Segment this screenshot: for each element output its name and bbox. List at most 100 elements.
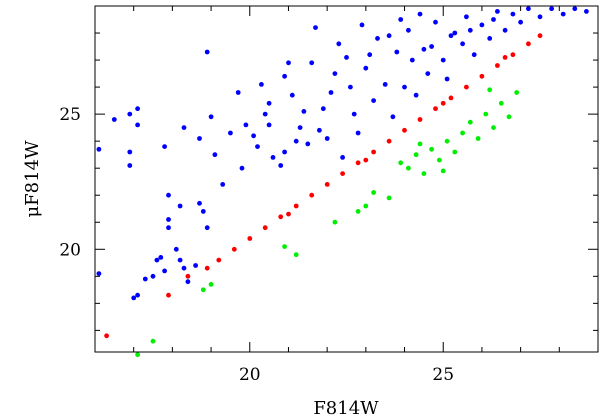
points-layer (96, 6, 589, 358)
data-point-s1-29 (502, 55, 508, 60)
data-point-s1-25 (537, 33, 543, 39)
data-point-s1-8 (278, 214, 284, 220)
data-point-s1-7 (262, 225, 268, 231)
data-point-s0-60 (394, 49, 400, 55)
y-tick-label: 20 (59, 240, 81, 260)
data-point-s0-97 (448, 33, 454, 39)
x-tick-label: 20 (239, 365, 261, 385)
data-point-s1-10 (309, 192, 315, 198)
data-point-s0-91 (328, 90, 334, 95)
y-tick-label: 25 (59, 105, 81, 125)
data-point-s0-24 (204, 225, 210, 231)
data-point-s0-6 (135, 106, 141, 112)
data-point-s0-33 (220, 182, 226, 187)
data-point-s0-95 (409, 57, 415, 63)
data-point-s0-40 (270, 155, 276, 160)
data-point-s0-44 (297, 125, 303, 130)
data-point-s1-18 (433, 106, 438, 112)
data-point-s0-94 (386, 33, 392, 39)
data-point-s0-46 (309, 60, 315, 66)
data-point-s0-56 (371, 98, 376, 103)
plot-frame (94, 5, 599, 353)
data-point-s0-70 (460, 41, 465, 47)
data-point-s0-27 (166, 192, 171, 198)
data-point-s0-42 (282, 73, 287, 79)
data-point-s2-6 (332, 219, 338, 225)
data-point-s2-18 (452, 149, 458, 155)
data-point-s2-25 (506, 114, 512, 120)
data-point-s0-69 (452, 30, 458, 36)
data-point-s0-31 (208, 114, 214, 120)
data-point-s0-55 (363, 65, 369, 71)
data-point-s0-99 (491, 17, 496, 22)
data-point-s2-1 (150, 338, 156, 344)
data-point-s0-37 (251, 133, 256, 139)
data-point-s0-47 (313, 25, 318, 30)
data-point-s0-22 (197, 200, 202, 206)
data-point-s1-1 (166, 292, 171, 298)
data-point-s1-13 (355, 160, 361, 166)
data-point-s1-3 (204, 265, 210, 271)
data-point-s0-17 (173, 246, 179, 252)
data-point-s0-34 (228, 130, 233, 136)
data-point-s2-2 (200, 287, 206, 293)
data-point-s2-9 (371, 190, 376, 195)
data-point-s0-81 (549, 6, 554, 12)
data-point-s0-58 (382, 82, 388, 87)
data-point-s0-28 (162, 144, 168, 150)
data-point-s0-59 (390, 114, 396, 120)
data-point-s0-15 (166, 217, 171, 222)
data-point-s0-66 (433, 19, 438, 25)
data-point-s0-26 (177, 203, 183, 209)
data-point-s0-106 (359, 22, 365, 28)
data-point-s1-21 (479, 73, 485, 79)
data-point-s2-29 (487, 87, 493, 93)
data-point-s0-19 (181, 265, 187, 271)
data-point-s1-9 (293, 203, 299, 209)
data-point-s0-101 (262, 111, 268, 117)
data-point-s0-103 (336, 41, 342, 47)
data-point-s0-88 (293, 138, 299, 144)
data-point-s1-2 (185, 273, 191, 279)
data-point-s2-13 (413, 152, 419, 158)
data-point-s2-8 (363, 203, 369, 209)
data-point-s0-13 (158, 255, 164, 260)
data-point-s0-92 (348, 84, 353, 90)
data-point-s0-11 (150, 273, 156, 279)
data-point-s2-24 (498, 100, 504, 106)
data-point-s2-0 (135, 352, 141, 358)
data-point-s1-27 (363, 157, 369, 163)
data-point-s0-78 (518, 19, 523, 25)
data-point-s1-5 (231, 246, 237, 252)
data-point-s0-63 (413, 92, 419, 98)
x-axis-label: F814W (313, 398, 379, 419)
data-point-s0-85 (255, 144, 260, 150)
data-point-s2-5 (293, 252, 299, 258)
data-point-s2-21 (475, 136, 481, 141)
data-point-s2-4 (282, 244, 287, 250)
data-point-s0-72 (471, 52, 477, 58)
data-point-s1-22 (495, 63, 500, 68)
data-point-s0-102 (239, 165, 245, 171)
data-point-s0-80 (537, 14, 543, 20)
data-point-s0-0 (96, 146, 102, 152)
data-point-s1-6 (247, 236, 253, 241)
data-point-s1-4 (216, 257, 222, 263)
data-point-s1-11 (324, 182, 330, 187)
data-point-s0-104 (398, 17, 404, 22)
data-point-s0-45 (305, 141, 311, 147)
data-point-s0-79 (526, 6, 531, 12)
data-point-s1-28 (440, 100, 446, 106)
data-point-s0-73 (479, 22, 485, 28)
data-point-s0-10 (142, 276, 148, 282)
data-point-s0-82 (560, 11, 566, 17)
data-point-s0-65 (425, 71, 431, 76)
x-tick-label: 25 (432, 365, 454, 385)
data-point-s0-30 (197, 136, 202, 141)
data-point-s1-15 (386, 138, 392, 144)
data-point-s2-14 (421, 171, 427, 177)
data-point-s1-26 (286, 211, 291, 217)
data-point-s0-90 (317, 127, 322, 133)
data-point-s0-49 (324, 136, 330, 141)
data-point-s0-67 (440, 57, 446, 63)
